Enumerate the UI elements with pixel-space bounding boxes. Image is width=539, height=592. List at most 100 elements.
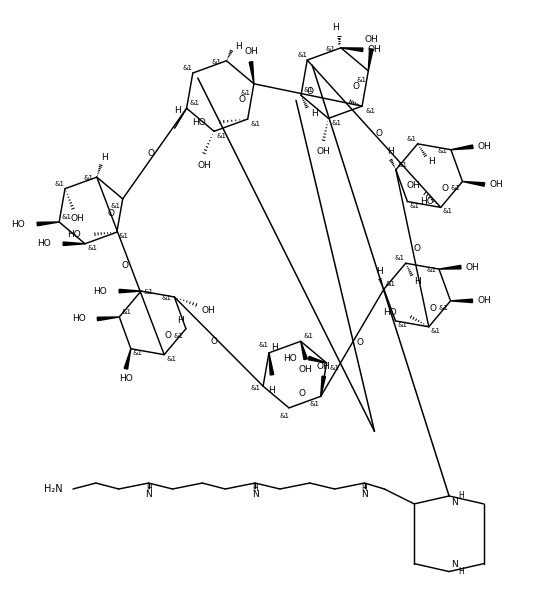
Text: H: H	[414, 276, 421, 285]
Text: O: O	[441, 184, 448, 193]
Text: &1: &1	[133, 350, 143, 356]
Text: O: O	[376, 129, 383, 139]
Text: &1: &1	[304, 88, 314, 94]
Text: H: H	[362, 484, 368, 493]
Text: &1: &1	[386, 281, 396, 287]
Text: O: O	[147, 149, 154, 158]
Text: &1: &1	[54, 181, 64, 186]
Text: &1: &1	[211, 59, 222, 65]
Text: HO: HO	[192, 118, 206, 127]
Text: H: H	[428, 157, 435, 166]
Text: H: H	[101, 153, 108, 162]
Polygon shape	[368, 49, 373, 71]
Text: &1: &1	[356, 77, 367, 83]
Text: &1: &1	[303, 333, 314, 339]
Text: OH: OH	[478, 142, 492, 151]
Text: HO: HO	[93, 287, 107, 295]
Text: OH: OH	[317, 362, 330, 371]
Text: &1: &1	[326, 46, 336, 52]
Text: OH: OH	[316, 147, 330, 156]
Text: OH: OH	[201, 307, 215, 316]
Text: O: O	[414, 244, 421, 253]
Polygon shape	[462, 182, 485, 186]
Text: &1: &1	[330, 365, 340, 371]
Text: &1: &1	[190, 100, 199, 107]
Text: H: H	[146, 484, 151, 493]
Text: &1: &1	[251, 121, 261, 127]
Text: &1: &1	[431, 328, 441, 334]
Text: HO: HO	[420, 197, 434, 206]
Text: N: N	[451, 498, 458, 507]
Text: OH: OH	[489, 180, 503, 189]
Text: O: O	[353, 82, 360, 91]
Text: &1: &1	[451, 185, 460, 191]
Text: &1: &1	[119, 233, 129, 239]
Text: &1: &1	[183, 65, 193, 71]
Text: OH: OH	[197, 160, 211, 170]
Text: OH: OH	[478, 297, 491, 305]
Text: O: O	[121, 262, 128, 271]
Text: O: O	[298, 389, 305, 398]
Text: H: H	[458, 567, 464, 576]
Text: &1: &1	[87, 244, 97, 251]
Text: OH: OH	[364, 34, 378, 44]
Text: H: H	[333, 24, 339, 33]
Polygon shape	[451, 145, 473, 150]
Text: H: H	[177, 316, 184, 325]
Text: H: H	[458, 491, 464, 500]
Text: N: N	[145, 490, 152, 500]
Text: HO: HO	[67, 230, 81, 239]
Text: &1: &1	[398, 162, 408, 168]
Text: O: O	[107, 210, 114, 218]
Text: &1: &1	[121, 309, 132, 315]
Text: &1: &1	[406, 136, 417, 142]
Text: &1: &1	[110, 203, 121, 209]
Text: H: H	[235, 43, 242, 52]
Polygon shape	[451, 299, 472, 303]
Text: O: O	[165, 332, 172, 340]
Text: N: N	[451, 560, 458, 569]
Text: N: N	[361, 490, 368, 500]
Text: &1: &1	[426, 267, 436, 273]
Text: H: H	[272, 343, 278, 352]
Text: H: H	[388, 147, 394, 156]
Text: OH: OH	[368, 46, 382, 54]
Text: HO: HO	[283, 353, 297, 362]
Text: O: O	[430, 304, 436, 313]
Text: O: O	[357, 338, 364, 348]
Text: &1: &1	[143, 289, 153, 295]
Text: OH: OH	[299, 365, 313, 374]
Text: &1: &1	[365, 108, 375, 114]
Text: H: H	[174, 106, 181, 115]
Text: &1: &1	[259, 342, 269, 348]
Text: &1: &1	[443, 208, 453, 214]
Text: &1: &1	[61, 214, 71, 220]
Text: &1: &1	[331, 120, 341, 126]
Polygon shape	[124, 349, 131, 369]
Polygon shape	[308, 356, 327, 363]
Text: N: N	[252, 490, 258, 500]
Text: &1: &1	[166, 356, 176, 362]
Polygon shape	[341, 48, 363, 52]
Polygon shape	[119, 289, 141, 293]
Polygon shape	[439, 265, 461, 269]
Text: &1: &1	[250, 385, 260, 391]
Polygon shape	[321, 376, 326, 396]
Text: HO: HO	[119, 374, 133, 383]
Polygon shape	[37, 222, 59, 226]
Text: &1: &1	[84, 175, 94, 181]
Text: H₂N: H₂N	[44, 484, 63, 494]
Text: &1: &1	[439, 305, 448, 311]
Text: &1: &1	[397, 322, 407, 328]
Polygon shape	[269, 353, 274, 375]
Text: H: H	[268, 385, 274, 395]
Text: &1: &1	[297, 52, 307, 58]
Text: O: O	[238, 95, 245, 104]
Text: &1: &1	[395, 255, 405, 261]
Text: HO: HO	[38, 239, 51, 248]
Text: OH: OH	[70, 214, 84, 223]
Text: &1: &1	[174, 333, 184, 339]
Text: OH: OH	[244, 47, 258, 56]
Text: O: O	[210, 337, 217, 346]
Text: O: O	[307, 88, 314, 96]
